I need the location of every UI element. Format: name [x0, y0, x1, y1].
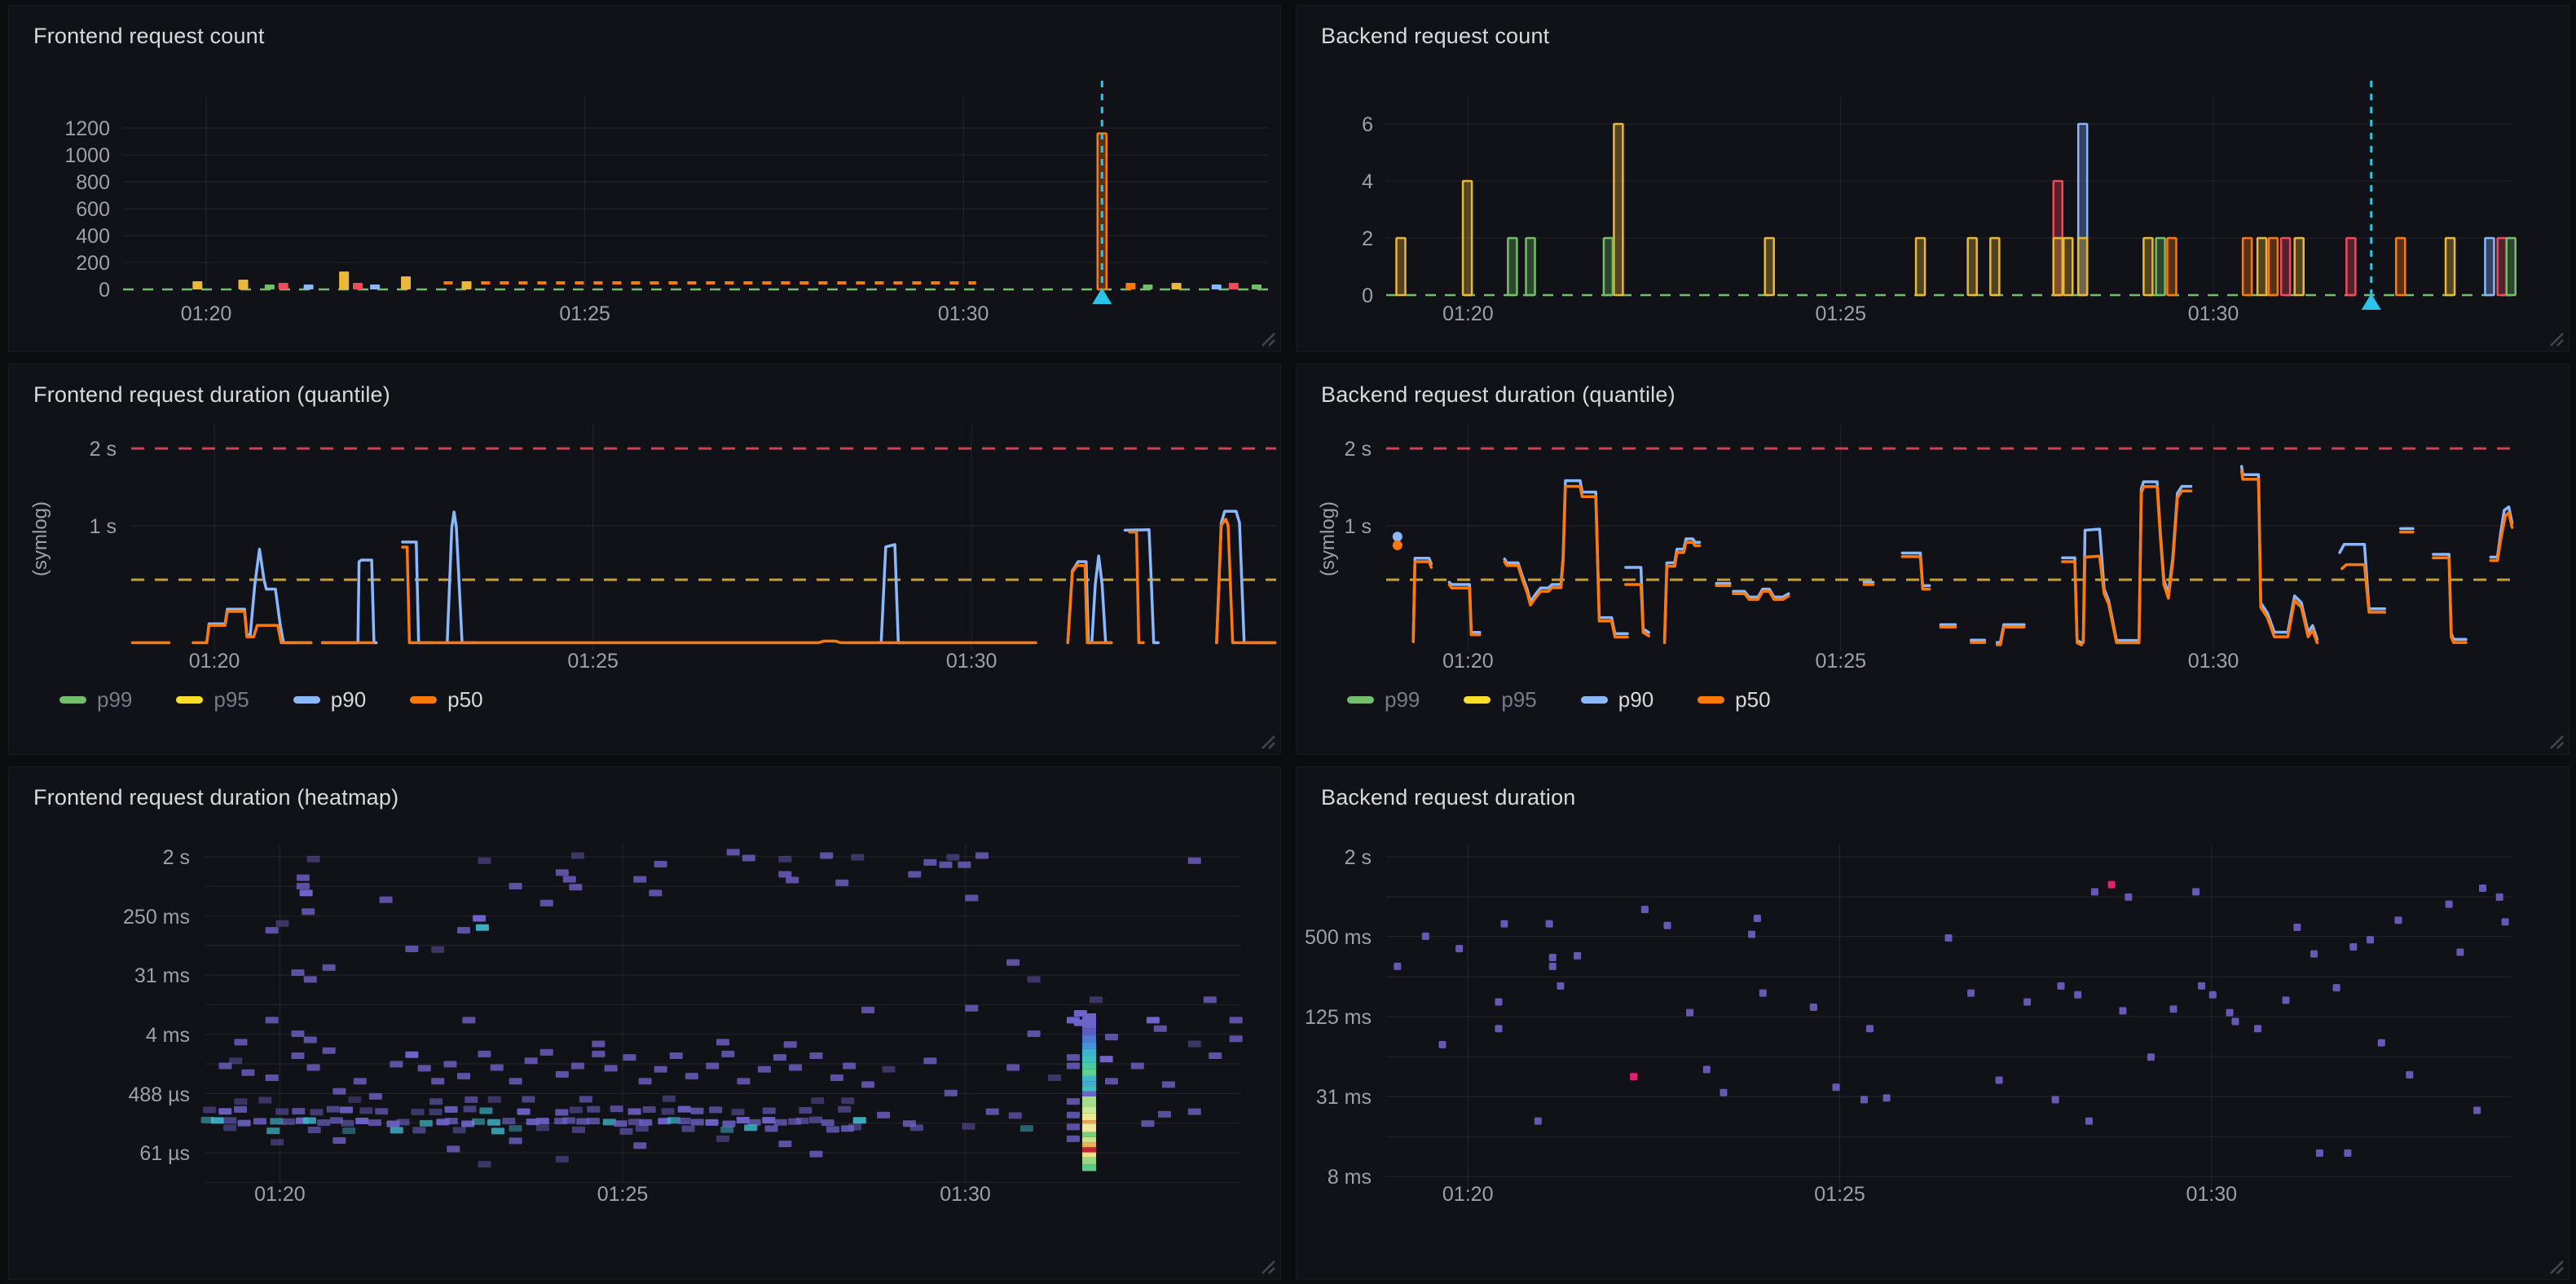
resize-handle-icon[interactable] [2546, 1256, 2564, 1274]
svg-text:01:25: 01:25 [559, 302, 610, 325]
svg-text:(symlog): (symlog) [29, 501, 51, 576]
frontend-request-duration-quantile-plot[interactable]: 01:20 01:25 01:30 2 s 1 s (symlog) [9, 364, 1280, 754]
svg-text:01:25: 01:25 [1815, 650, 1866, 673]
panel-frontend-request-duration-quantile: Frontend request duration (quantile) 01:… [8, 364, 1281, 755]
legend-series-label: p99 [1385, 687, 1420, 712]
legend-item-p50[interactable]: p50 [1698, 687, 1771, 713]
svg-text:2 s: 2 s [1345, 438, 1372, 461]
legend-item-p90[interactable]: p90 [293, 687, 366, 713]
svg-text:500 ms: 500 ms [1305, 926, 1372, 949]
svg-text:01:20: 01:20 [189, 650, 240, 673]
panel-title: Frontend request duration (heatmap) [33, 785, 399, 810]
legend-series-swatch [176, 696, 204, 704]
svg-text:250 ms: 250 ms [123, 906, 190, 929]
legend-item-p90[interactable]: p90 [1580, 687, 1654, 713]
panel-title: Frontend request count [33, 24, 265, 48]
svg-text:61 µs: 61 µs [139, 1142, 190, 1165]
svg-text:01:30: 01:30 [2188, 650, 2239, 673]
svg-text:01:20: 01:20 [1442, 302, 1494, 325]
svg-text:1200: 1200 [64, 117, 110, 140]
legend-item-p99[interactable]: p99 [59, 687, 132, 713]
panel-frontend-request-duration-heatmap: Frontend request duration (heatmap) 01:2… [8, 766, 1281, 1280]
svg-text:2: 2 [1362, 227, 1373, 250]
panel-title: Backend request duration [1321, 785, 1576, 810]
svg-text:200: 200 [76, 252, 110, 275]
legend-series-swatch [1698, 696, 1725, 704]
svg-text:125 ms: 125 ms [1305, 1006, 1372, 1029]
svg-text:600: 600 [76, 198, 110, 221]
legend-item-p95[interactable]: p95 [1464, 687, 1537, 713]
resize-handle-icon[interactable] [2546, 329, 2564, 346]
svg-text:2 s: 2 s [163, 846, 190, 869]
svg-text:01:25: 01:25 [1815, 302, 1866, 325]
resize-handle-icon[interactable] [1257, 1256, 1275, 1274]
svg-text:01:30: 01:30 [938, 302, 989, 325]
panel-title: Backend request count [1321, 24, 1550, 48]
legend-series-swatch [293, 696, 320, 704]
svg-text:1000: 1000 [64, 144, 110, 167]
svg-text:01:20: 01:20 [1442, 650, 1494, 673]
svg-text:0: 0 [1362, 285, 1373, 307]
legend-item-p95[interactable]: p95 [176, 687, 249, 713]
legend-series-swatch [1347, 696, 1374, 704]
resize-handle-icon[interactable] [1257, 329, 1275, 346]
backend-request-duration-quantile-plot[interactable]: 01:20 01:25 01:30 2 s 1 s (symlog) [1297, 364, 2569, 754]
svg-text:01:25: 01:25 [597, 1183, 649, 1206]
legend-series-swatch [410, 696, 438, 704]
svg-text:01:20: 01:20 [181, 302, 232, 325]
legend-series-label: p99 [97, 687, 133, 712]
svg-text:4: 4 [1362, 170, 1373, 193]
svg-text:01:25: 01:25 [1814, 1183, 1865, 1206]
svg-text:2 s: 2 s [90, 438, 117, 461]
svg-text:8 ms: 8 ms [1328, 1166, 1372, 1189]
legend-item-p99[interactable]: p99 [1347, 687, 1420, 713]
legend-series-label: p95 [214, 687, 249, 712]
svg-text:1 s: 1 s [1345, 515, 1372, 538]
svg-text:2 s: 2 s [1345, 846, 1372, 869]
frontend-request-duration-heatmap-plot[interactable]: 01:20 01:25 01:30 2 s 250 ms 31 ms 4 ms 488 µs 6… [9, 767, 1280, 1279]
resize-handle-icon[interactable] [2546, 731, 2564, 749]
legend-series-swatch [1580, 696, 1608, 704]
svg-text:1 s: 1 s [90, 515, 117, 538]
svg-text:01:30: 01:30 [2188, 302, 2239, 325]
panel-title: Frontend request duration (quantile) [33, 382, 390, 407]
svg-text:01:20: 01:20 [1442, 1183, 1494, 1206]
svg-text:31 ms: 31 ms [1316, 1086, 1372, 1109]
panel-backend-request-count: Backend request count 0 2 4 6 01:20 01:25 01:3… [1296, 5, 2569, 352]
legend-series-label: p90 [1618, 687, 1654, 712]
legend-series-swatch [1464, 696, 1491, 704]
svg-text:0: 0 [99, 279, 110, 302]
svg-text:800: 800 [76, 171, 110, 194]
legend-series-swatch [59, 696, 86, 704]
legend-series-label: p90 [330, 687, 367, 712]
svg-text:(symlog): (symlog) [1317, 501, 1339, 576]
svg-text:4 ms: 4 ms [146, 1024, 190, 1047]
legend-item-p50[interactable]: p50 [410, 687, 483, 713]
backend-request-count-plot[interactable]: 0 2 4 6 01:20 01:25 01:30 [1297, 6, 2569, 351]
resize-handle-icon[interactable] [1257, 731, 1275, 749]
svg-text:6: 6 [1362, 113, 1373, 136]
legend: p99 p95 p90 p50 [59, 687, 483, 713]
panel-frontend-request-count: Frontend request count 0 200 400 600 800 1000… [8, 5, 1281, 352]
svg-text:01:30: 01:30 [946, 650, 997, 673]
svg-text:488 µs: 488 µs [128, 1083, 190, 1106]
svg-text:01:30: 01:30 [2186, 1183, 2238, 1206]
panel-title: Backend request duration (quantile) [1321, 382, 1676, 407]
svg-text:31 ms: 31 ms [134, 964, 190, 987]
frontend-request-count-plot[interactable]: 0 200 400 600 800 1000 1200 01:20 01:25 01:30 [9, 6, 1280, 351]
svg-text:01:25: 01:25 [567, 650, 619, 673]
svg-text:01:30: 01:30 [940, 1183, 991, 1206]
legend-series-label: p50 [1735, 687, 1771, 712]
panel-backend-request-duration: Backend request duration 01:20 01:25 01:30… [1296, 766, 2569, 1280]
svg-text:01:20: 01:20 [254, 1183, 306, 1206]
svg-text:400: 400 [76, 225, 110, 248]
legend: p99 p95 p90 p50 [1347, 687, 1771, 713]
legend-series-label: p95 [1501, 687, 1537, 712]
legend-series-label: p50 [447, 687, 483, 712]
panel-backend-request-duration-quantile: Backend request duration (quantile) 01:2… [1296, 364, 2569, 755]
backend-request-duration-plot[interactable]: 01:20 01:25 01:30 2 s 500 ms 125 ms 31 ms 8 ms [1297, 767, 2569, 1279]
